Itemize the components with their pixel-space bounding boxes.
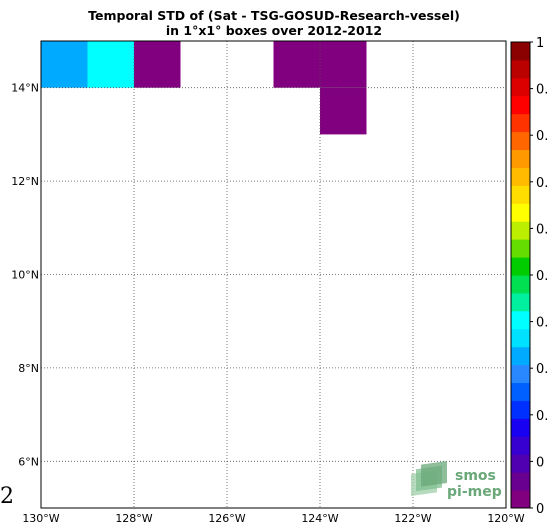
y-tick-label: 8°N (18, 362, 39, 375)
colorbar-segment (511, 149, 530, 168)
x-tick-label: 122°W (394, 512, 431, 525)
colorbar-segment (511, 292, 530, 312)
colorbar-tick-label: 0. (536, 129, 548, 144)
colorbar-tick-label: 0. (536, 409, 548, 424)
colorbar-segment (511, 131, 530, 151)
data-cell (41, 41, 88, 88)
x-tick-label: 128°W (115, 512, 152, 525)
colorbar-segment (511, 77, 530, 97)
colorbar: 1 0. 0. 0. 0. 0. 0. 0. 0. 0 0 (510, 36, 548, 517)
colorbar-segment (511, 59, 530, 79)
data-cells (41, 41, 367, 135)
colorbar-tick-label: 0 (536, 455, 544, 470)
colorbar-tick-label: 1 (536, 36, 544, 51)
smos-pi-mep-logo: smos pi-mep (411, 460, 502, 500)
x-tick-labels: 130°W 128°W 126°W 124°W 122°W 120°W (22, 512, 524, 525)
colorbar-segment (511, 328, 530, 348)
colorbar-tick-label: 0. (536, 269, 548, 284)
colorbar-segment (511, 42, 530, 61)
y-tick-labels: 14°N 12°N 10°N 8°N 6°N (11, 82, 39, 469)
x-tick-label: 126°W (208, 512, 245, 525)
colorbar-segment (511, 346, 530, 366)
colorbar-tick-label: 0 (536, 502, 544, 517)
colorbar-segment (511, 454, 530, 473)
y-tick-label: 14°N (11, 82, 39, 95)
colorbar-segment (511, 364, 530, 384)
data-cell (87, 41, 134, 88)
colorbar-segment (511, 221, 530, 240)
data-cell (273, 41, 320, 88)
colorbar-tick-label: 0. (536, 222, 548, 237)
colorbar-segment (511, 167, 530, 186)
colorbar-segment (511, 95, 530, 115)
colorbar-segment (511, 418, 530, 437)
colorbar-segment (511, 203, 530, 222)
colorbar-segment (511, 310, 530, 330)
colorbar-segment (511, 436, 530, 455)
colorbar-segment (511, 400, 530, 419)
colorbar-tick-label: 0. (536, 316, 548, 331)
gridlines (41, 41, 506, 508)
map-title-line1: Temporal STD of (Sat - TSG-GOSUD-Researc… (88, 8, 460, 23)
map-title-line2: in 1°x1° boxes over 2012-2012 (165, 23, 383, 38)
y-tick-label: 10°N (11, 269, 39, 282)
colorbar-segment (511, 257, 530, 276)
stray-label: 2 (0, 484, 14, 509)
colorbar-segment (511, 490, 530, 509)
colorbar-tick-label: 0. (536, 176, 548, 191)
y-tick-label: 6°N (18, 455, 39, 468)
colorbar-segment (511, 275, 530, 294)
data-cell (134, 41, 181, 88)
colorbar-segment (511, 113, 530, 133)
data-cell (320, 41, 367, 88)
data-cell (320, 87, 367, 135)
x-tick-label: 124°W (301, 512, 338, 525)
logo-text-pi-mep: pi-mep (447, 484, 502, 500)
y-tick-label: 12°N (11, 175, 39, 188)
map-frame (40, 40, 507, 509)
colorbar-segment (511, 382, 530, 401)
x-tick-label: 130°W (22, 512, 59, 525)
colorbar-segment (511, 239, 530, 258)
colorbar-segment (511, 472, 530, 491)
colorbar-tick-label: 0. (536, 362, 548, 377)
colorbar-tick-label: 0. (536, 83, 548, 98)
colorbar-segment (511, 185, 530, 204)
x-tick-label: 120°W (487, 512, 524, 525)
logo-text-smos: smos (455, 468, 496, 484)
